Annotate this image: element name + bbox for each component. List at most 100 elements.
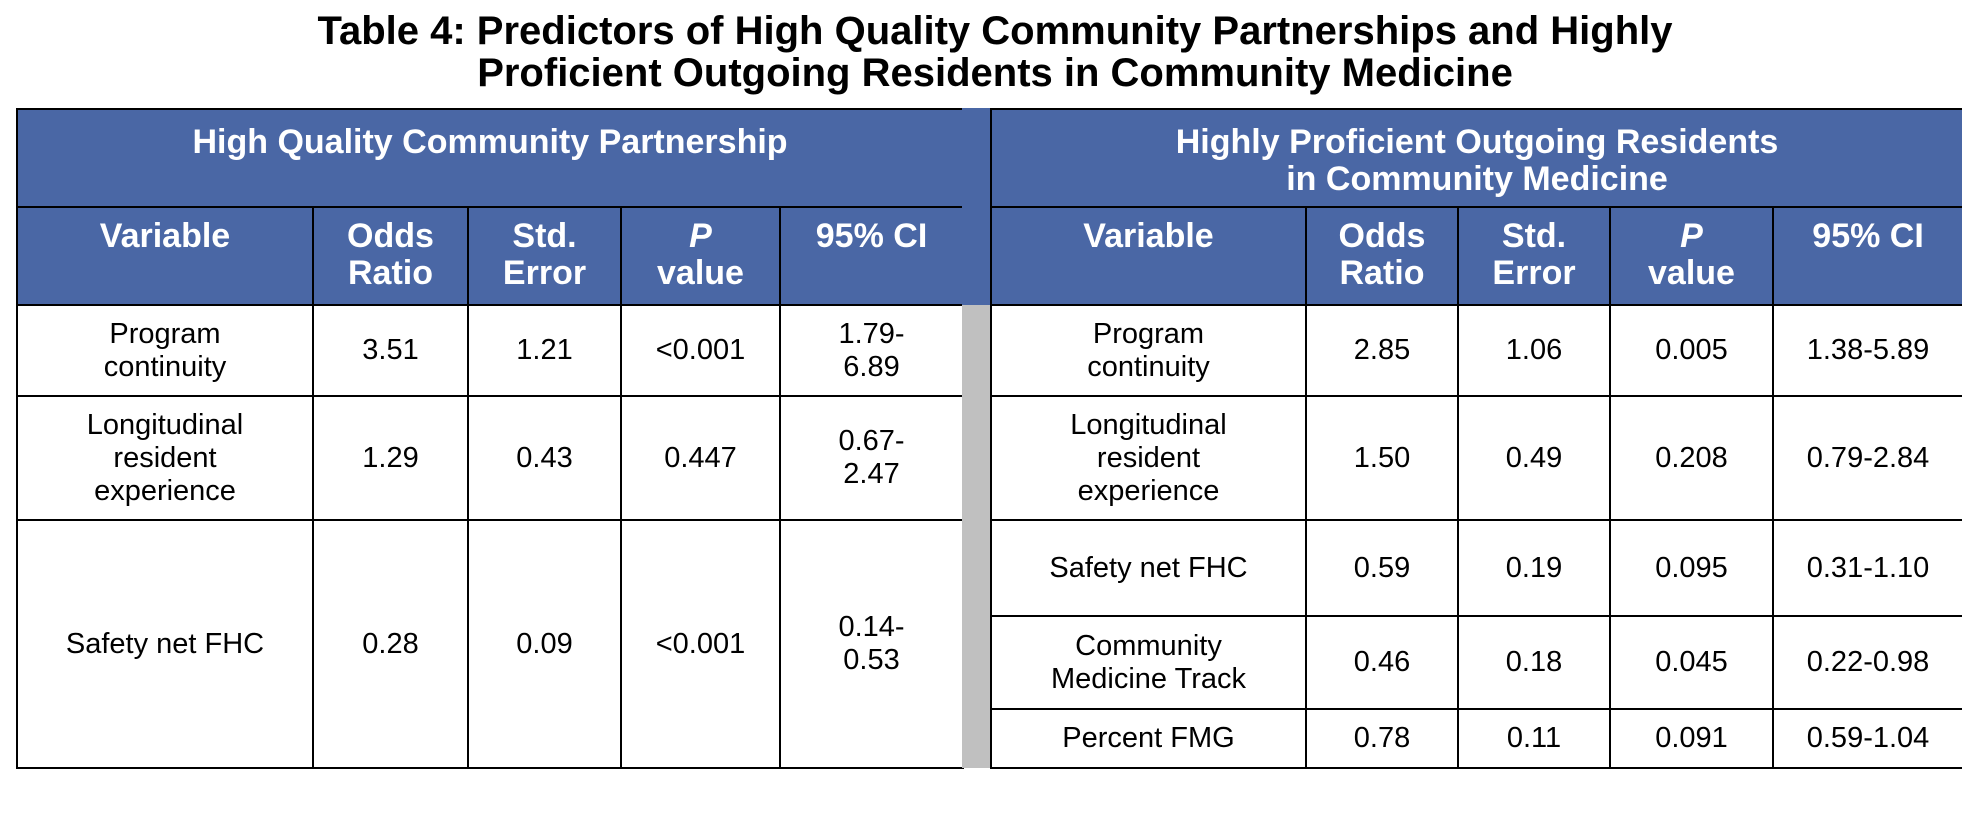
cell-line: continuity bbox=[103, 350, 227, 383]
table-row: Community Medicine Track 0.46 0.18 0.045… bbox=[990, 615, 1962, 710]
right-row-2-ci: 0.79-2.84 bbox=[1771, 395, 1962, 521]
right-row-2-variable: Longitudinal resident experience bbox=[990, 395, 1307, 521]
cell-line: Program bbox=[109, 317, 221, 350]
right-header-p-italic: P bbox=[1680, 217, 1703, 255]
left-header-odds-ratio-line-1: Odds bbox=[347, 217, 434, 255]
left-header-odds-ratio-line-2: Ratio bbox=[348, 254, 433, 292]
cell-line: experience bbox=[1077, 474, 1220, 507]
right-header-odds-ratio: Odds Ratio bbox=[1305, 206, 1459, 306]
right-row-5-std-error: 0.11 bbox=[1457, 708, 1611, 769]
right-row-5-p-value: 0.091 bbox=[1609, 708, 1774, 769]
left-header-ci: 95% CI bbox=[778, 206, 965, 306]
table-row: Program continuity 3.51 1.21 <0.001 1.79… bbox=[16, 304, 965, 397]
right-row-4-p-value: 0.045 bbox=[1609, 615, 1774, 710]
left-header-p-value: P value bbox=[620, 206, 781, 306]
left-header-variable: Variable bbox=[16, 206, 314, 306]
right-row-4-variable: Community Medicine Track bbox=[990, 615, 1307, 710]
left-row-3-ci: 0.14- 0.53 bbox=[778, 519, 965, 769]
left-row-3-odds-ratio: 0.28 bbox=[312, 519, 469, 769]
right-row-1-odds-ratio: 2.85 bbox=[1305, 304, 1459, 397]
right-row-3-ci: 0.31-1.10 bbox=[1771, 519, 1962, 617]
cell-line: continuity bbox=[1087, 350, 1210, 383]
cell-line: Medicine Track bbox=[1050, 662, 1246, 695]
right-group-header-line-1: Highly Proficient Outgoing Residents bbox=[1175, 123, 1779, 161]
table-row: Program continuity 2.85 1.06 0.005 1.38-… bbox=[990, 304, 1962, 397]
right-row-4-ci: 0.22-0.98 bbox=[1771, 615, 1962, 710]
right-row-1-variable: Program continuity bbox=[990, 304, 1307, 397]
cell-line: Community bbox=[1075, 629, 1222, 662]
right-header-variable: Variable bbox=[990, 206, 1307, 306]
cell-line: experience bbox=[94, 474, 236, 507]
table-title-line-1: Table 4: Predictors of High Quality Comm… bbox=[317, 9, 1673, 53]
cell-line: Percent FMG bbox=[1062, 722, 1235, 754]
cell-line: Longitudinal bbox=[1070, 408, 1227, 441]
right-row-4-odds-ratio: 0.46 bbox=[1305, 615, 1459, 710]
right-row-3-p-value: 0.095 bbox=[1609, 519, 1774, 617]
left-row-2-ci: 0.67- 2.47 bbox=[778, 395, 965, 521]
table-row: Longitudinal resident experience 1.29 0.… bbox=[16, 395, 965, 521]
right-row-5-variable: Percent FMG bbox=[990, 708, 1307, 769]
table-title: Table 4: Predictors of High Quality Comm… bbox=[0, 10, 1962, 94]
left-row-1-p-value: <0.001 bbox=[620, 304, 781, 397]
right-header-std-error: Std. Error bbox=[1457, 206, 1611, 306]
left-header-p-value-line-2: value bbox=[657, 254, 744, 292]
right-group-header-line-2: in Community Medicine bbox=[1286, 160, 1668, 198]
left-group-header: High Quality Community Partnership bbox=[15, 108, 965, 208]
left-row-3-variable: Safety net FHC bbox=[16, 519, 314, 769]
left-row-2-variable: Longitudinal resident experience bbox=[16, 395, 314, 521]
table-title-line-2: Proficient Outgoing Residents in Communi… bbox=[477, 51, 1513, 95]
right-header-std-error-line-1: Std. bbox=[1501, 217, 1567, 255]
left-row-1-variable: Program continuity bbox=[16, 304, 314, 397]
left-table: High Quality Community Partnership Varia… bbox=[15, 108, 965, 769]
left-header-std-error: Std. Error bbox=[467, 206, 622, 306]
right-row-3-variable: Safety net FHC bbox=[990, 519, 1307, 617]
right-row-3-odds-ratio: 0.59 bbox=[1305, 519, 1459, 617]
cell-line: resident bbox=[1096, 441, 1201, 474]
right-row-5-odds-ratio: 0.78 bbox=[1305, 708, 1459, 769]
right-row-1-p-value: 0.005 bbox=[1609, 304, 1774, 397]
right-header-odds-ratio-line-1: Odds bbox=[1338, 217, 1426, 255]
right-row-2-std-error: 0.49 bbox=[1457, 395, 1611, 521]
cell-line: 1.79- bbox=[838, 317, 905, 350]
right-row-4-std-error: 0.18 bbox=[1457, 615, 1611, 710]
cell-line: Longitudinal bbox=[86, 408, 244, 441]
divider-body-band bbox=[962, 305, 990, 768]
cell-line: Safety net FHC bbox=[1049, 551, 1248, 584]
table-row: Safety net FHC 0.59 0.19 0.095 0.31-1.10 bbox=[990, 519, 1962, 617]
table-row: Percent FMG 0.78 0.11 0.091 0.59-1.04 bbox=[990, 708, 1962, 769]
left-row-3-p-value: <0.001 bbox=[620, 519, 781, 769]
right-header-std-error-line-2: Error bbox=[1492, 254, 1576, 292]
left-header-p-italic: P bbox=[689, 217, 712, 255]
table-row: Longitudinal resident experience 1.50 0.… bbox=[990, 395, 1962, 521]
left-row-2-odds-ratio: 1.29 bbox=[312, 395, 469, 521]
left-row-1-odds-ratio: 3.51 bbox=[312, 304, 469, 397]
divider-header-band bbox=[962, 108, 990, 305]
left-header-std-error-line-1: Std. bbox=[512, 217, 577, 255]
cell-line: 0.53 bbox=[843, 644, 900, 676]
left-header-std-error-line-2: Error bbox=[502, 254, 587, 292]
cell-line: Safety net FHC bbox=[65, 627, 265, 660]
right-row-5-ci: 0.59-1.04 bbox=[1771, 708, 1962, 769]
left-row-1-std-error: 1.21 bbox=[467, 304, 622, 397]
left-row-2-std-error: 0.43 bbox=[467, 395, 622, 521]
right-header-p-value: P value bbox=[1609, 206, 1774, 306]
cell-line: 0.67- bbox=[838, 425, 905, 457]
right-row-3-std-error: 0.19 bbox=[1457, 519, 1611, 617]
right-row-1-ci: 1.38-5.89 bbox=[1771, 304, 1962, 397]
left-header-odds-ratio: Odds Ratio bbox=[312, 206, 469, 306]
right-row-1-std-error: 1.06 bbox=[1457, 304, 1611, 397]
right-group-header: Highly Proficient Outgoing Residents in … bbox=[989, 108, 1962, 208]
left-row-1-ci: 1.79- 6.89 bbox=[778, 304, 965, 397]
right-row-2-odds-ratio: 1.50 bbox=[1305, 395, 1459, 521]
cell-line: 0.14- bbox=[838, 611, 905, 643]
right-header-ci: 95% CI bbox=[1771, 206, 1962, 306]
right-table: Highly Proficient Outgoing Residents in … bbox=[989, 108, 1962, 769]
table-divider bbox=[962, 108, 990, 768]
right-row-2-p-value: 0.208 bbox=[1609, 395, 1774, 521]
right-header-odds-ratio-line-2: Ratio bbox=[1339, 254, 1425, 292]
left-row-3-std-error: 0.09 bbox=[467, 519, 622, 769]
cell-line: 6.89 bbox=[843, 350, 900, 383]
cell-line: resident bbox=[113, 441, 217, 474]
left-row-2-p-value: 0.447 bbox=[620, 395, 781, 521]
right-header-p-value-line-2: value bbox=[1648, 254, 1735, 292]
